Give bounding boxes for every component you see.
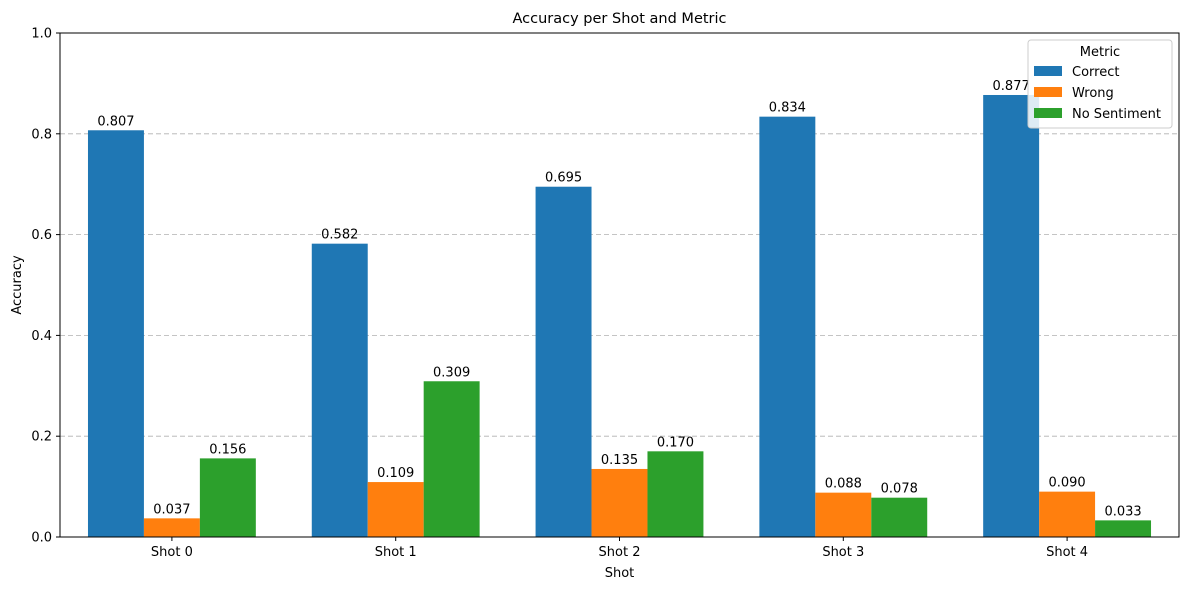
bars: [87, 94, 1152, 537]
bar-no-sentiment: [199, 458, 256, 537]
bar-correct: [759, 116, 816, 537]
x-tick-label: Shot 2: [599, 545, 641, 560]
y-tick-label: 0.2: [31, 430, 52, 445]
bar-wrong: [815, 492, 872, 537]
x-tick-label: Shot 0: [151, 545, 193, 560]
bar-value-labels: 0.807 0.037 0.156 0.582 0.109 0.309 0.695 0.135…: [97, 79, 1141, 519]
legend-entry-label: Wrong: [1072, 86, 1114, 101]
bar-no-sentiment: [423, 381, 480, 537]
bar-wrong: [1039, 491, 1096, 537]
bar-value-label: 0.695: [545, 171, 582, 186]
bar-value-label: 0.037: [153, 502, 190, 517]
y-tick-label: 0.6: [31, 228, 52, 243]
chart-title: Accuracy per Shot and Metric: [512, 11, 726, 27]
y-tick-label: 0.0: [31, 531, 52, 546]
x-axis: Shot 0 Shot 1 Shot 2 Shot 3 Shot 4: [151, 537, 1088, 560]
legend-box: [1027, 39, 1173, 129]
y-tick-label: 0.4: [31, 329, 52, 344]
bar-correct: [535, 186, 592, 537]
x-tick-label: Shot 4: [1046, 545, 1088, 560]
bar-value-label: 0.834: [769, 101, 806, 116]
bar-value-label: 0.088: [825, 477, 862, 492]
legend-title: Metric: [1080, 45, 1120, 60]
y-tick-label: 1.0: [31, 27, 52, 42]
bar-correct: [311, 243, 368, 537]
bar-value-label: 0.807: [97, 114, 134, 129]
bar-wrong: [143, 518, 200, 537]
bar-wrong: [367, 482, 424, 537]
bar-correct: [983, 94, 1040, 537]
legend-entry-label: No Sentiment: [1072, 107, 1161, 122]
bar-value-label: 0.309: [433, 365, 470, 380]
legend: Metric Correct Wrong No Sentiment: [1027, 39, 1173, 129]
bar-correct: [87, 130, 144, 537]
legend-entry-label: Correct: [1072, 65, 1119, 80]
bar-no-sentiment: [647, 451, 704, 537]
bar-value-label: 0.033: [1104, 504, 1141, 519]
bar-value-label: 0.156: [209, 442, 246, 457]
legend-swatch: [1034, 108, 1062, 118]
bar-value-label: 0.109: [377, 466, 414, 481]
bar-no-sentiment: [1095, 520, 1152, 537]
x-tick-label: Shot 3: [822, 545, 864, 560]
bar-value-label: 0.135: [601, 453, 638, 468]
y-axis-title: Accuracy: [10, 255, 25, 315]
y-tick-label: 0.8: [31, 127, 52, 142]
bar-value-label: 0.078: [881, 482, 918, 497]
bar-no-sentiment: [871, 497, 928, 537]
y-axis: 0.0 0.2 0.4 0.6 0.8 1.0: [31, 27, 60, 546]
bar-wrong: [591, 468, 648, 537]
legend-swatch: [1034, 66, 1062, 76]
x-axis-title: Shot: [605, 566, 635, 581]
bar-value-label: 0.877: [993, 79, 1030, 94]
bar-value-label: 0.090: [1048, 476, 1085, 491]
bar-value-label: 0.170: [657, 435, 694, 450]
legend-swatch: [1034, 87, 1062, 97]
x-tick-label: Shot 1: [375, 545, 417, 560]
bar-value-label: 0.582: [321, 228, 358, 243]
